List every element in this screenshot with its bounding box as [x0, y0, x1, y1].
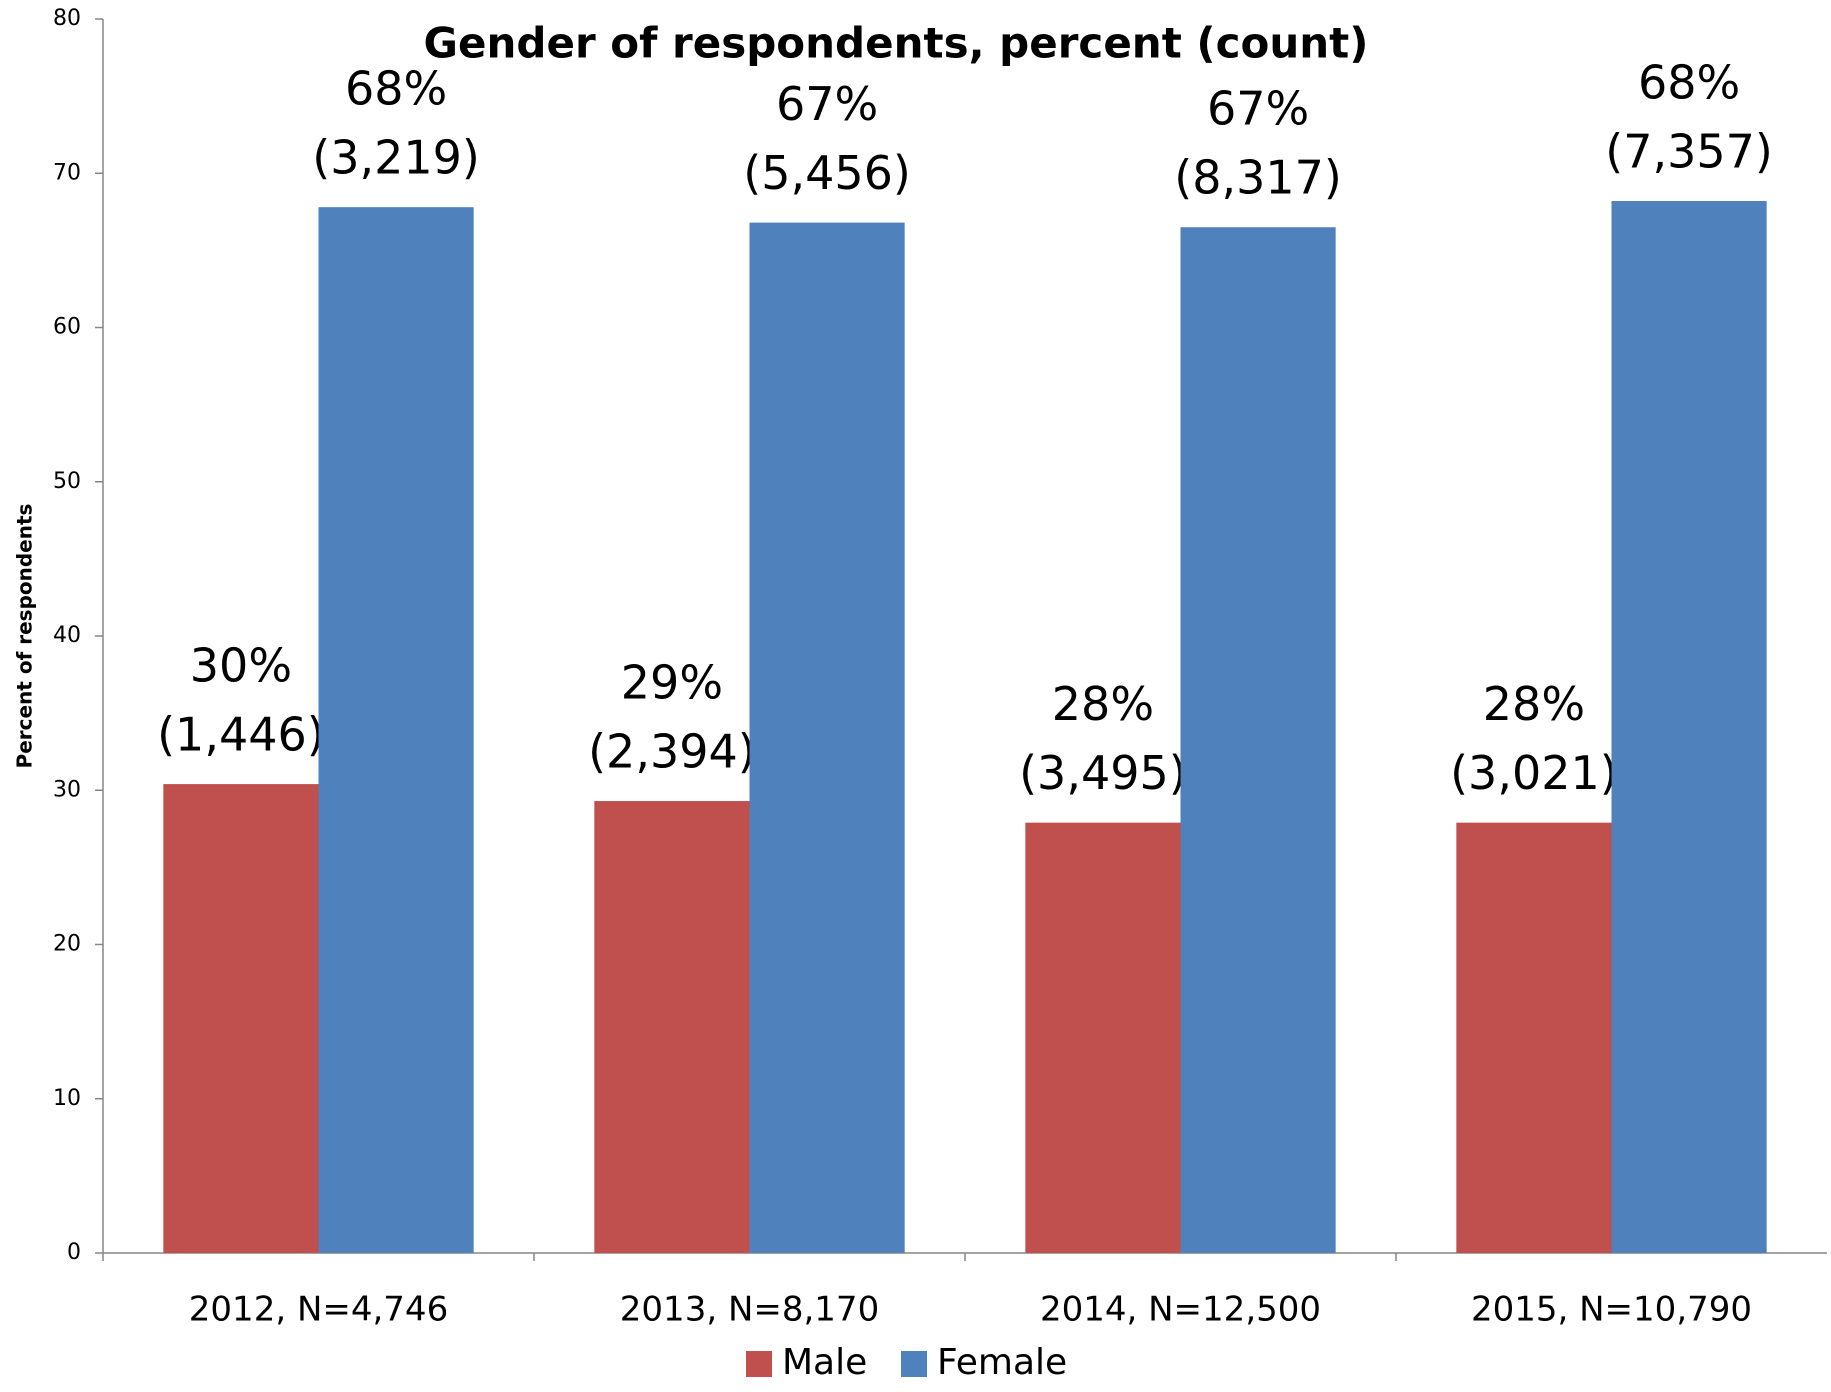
count-label: (7,357) [1605, 125, 1773, 179]
value-label: 67% [1207, 82, 1309, 136]
y-tick-label: 40 [53, 623, 81, 648]
value-label: 30% [190, 639, 292, 693]
bar [594, 801, 750, 1253]
count-label: (1,446) [157, 708, 325, 762]
count-label: (3,495) [1019, 746, 1187, 800]
chart-title: Gender of respondents, percent (count) [424, 19, 1369, 68]
x-tick-label: 2013, N=8,170 [620, 1290, 879, 1330]
bar [318, 207, 474, 1253]
y-tick-label: 10 [53, 1086, 81, 1111]
y-tick-label: 20 [53, 932, 81, 957]
bar [1611, 201, 1767, 1253]
value-label: 68% [1638, 56, 1740, 110]
value-label: 29% [621, 656, 723, 710]
count-label: (2,394) [588, 725, 756, 779]
y-tick-label: 80 [53, 6, 81, 31]
value-label: 28% [1052, 677, 1154, 731]
y-tick-label: 60 [53, 315, 81, 340]
count-label: (5,456) [743, 146, 911, 200]
y-tick-label: 0 [67, 1240, 81, 1265]
legend-label: Female [937, 1342, 1067, 1383]
x-tick-label: 2015, N=10,790 [1471, 1290, 1752, 1330]
bar [1025, 822, 1181, 1253]
y-tick-label: 30 [53, 777, 81, 802]
count-label: (3,021) [1450, 746, 1618, 800]
count-label: (8,317) [1174, 151, 1342, 205]
bar [163, 784, 319, 1253]
x-tick-label: 2014, N=12,500 [1040, 1290, 1321, 1330]
legend-label: Male [782, 1342, 867, 1383]
bar [749, 222, 905, 1254]
value-label: 67% [776, 77, 878, 131]
y-tick-label: 70 [53, 160, 81, 185]
y-tick-label: 50 [53, 469, 81, 494]
value-label: 28% [1483, 677, 1585, 731]
x-tick-label: 2012, N=4,746 [189, 1290, 448, 1330]
legend-swatch [901, 1351, 927, 1377]
value-label: 68% [345, 62, 447, 116]
bar [1456, 822, 1612, 1253]
count-label: (3,219) [312, 131, 480, 185]
legend-swatch [746, 1351, 772, 1377]
bar [1180, 227, 1336, 1253]
y-axis-label: Percent of respondents [13, 504, 37, 769]
